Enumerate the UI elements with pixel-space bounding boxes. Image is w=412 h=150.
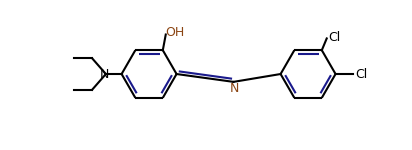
Text: N: N <box>230 82 239 95</box>
Text: N: N <box>100 68 110 81</box>
Text: Cl: Cl <box>328 31 341 44</box>
Text: Cl: Cl <box>355 68 367 81</box>
Text: OH: OH <box>165 26 184 39</box>
